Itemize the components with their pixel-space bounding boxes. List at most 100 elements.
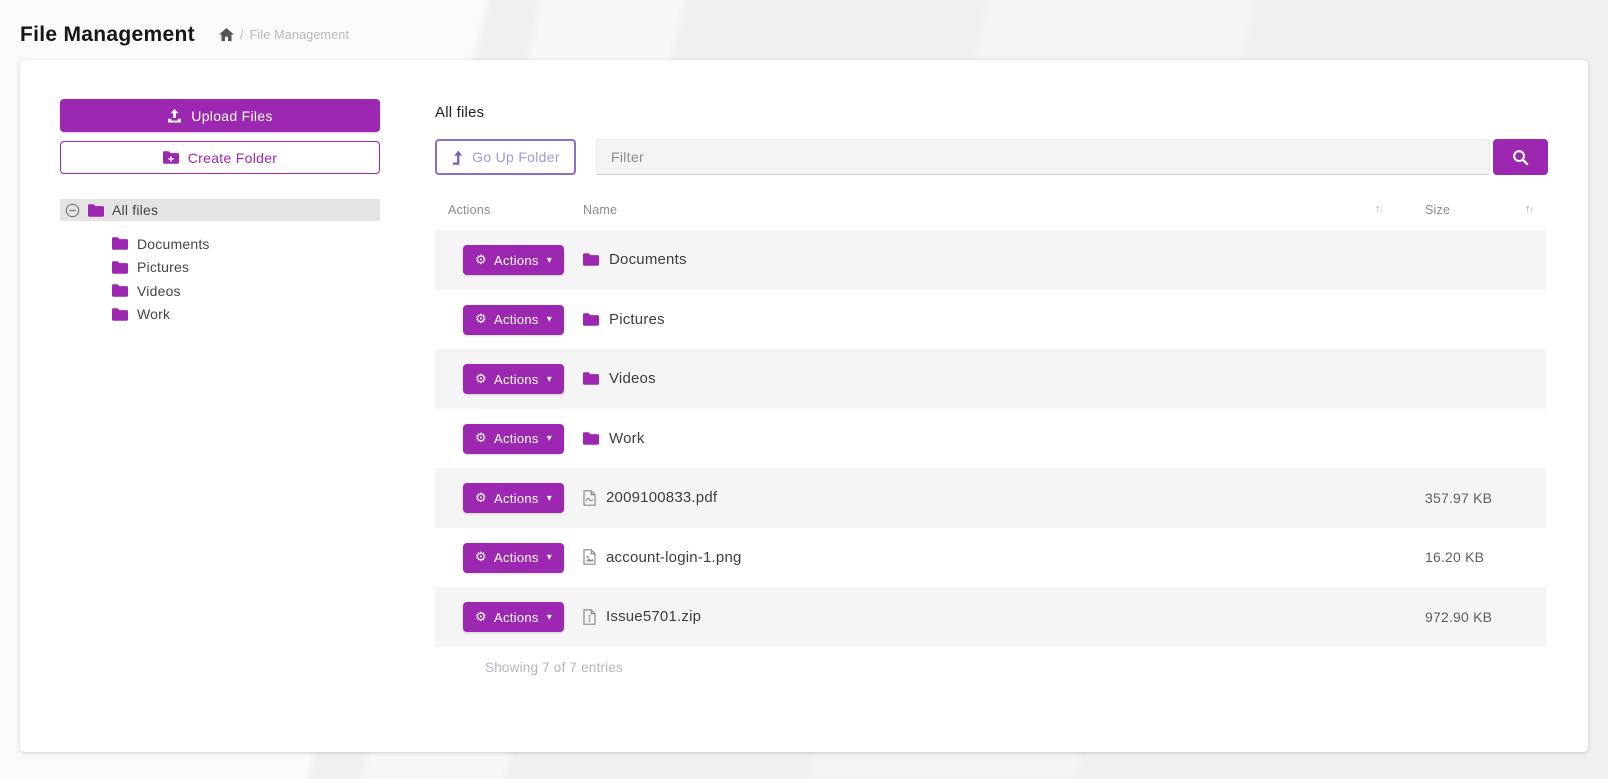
file-manager-card: Upload Files Create Folder All files Doc…	[20, 60, 1588, 752]
row-name-label: Issue5701.zip	[606, 608, 702, 626]
home-icon[interactable]	[218, 28, 234, 42]
create-folder-label: Create Folder	[187, 149, 278, 166]
tree-root-label: All files	[112, 202, 159, 218]
create-folder-button[interactable]: Create Folder	[60, 141, 380, 174]
folder-icon	[583, 432, 599, 445]
row-actions-button[interactable]: ⚙ Actions ▾	[463, 423, 565, 454]
row-name-cell[interactable]: Work	[583, 409, 645, 469]
go-up-folder-label: Go Up Folder	[472, 149, 560, 165]
row-actions-button[interactable]: ⚙ Actions ▾	[463, 483, 565, 513]
row-name-cell[interactable]: 2009100833.pdf	[583, 468, 717, 528]
sort-size-icon[interactable]: ↑↓	[1525, 203, 1534, 215]
collapse-icon[interactable]	[65, 203, 80, 218]
caret-down-icon: ▾	[546, 492, 553, 504]
breadcrumb: / File Management	[218, 28, 350, 42]
main-panel: All files Go Up Folder Actions Name ↑↓ S…	[435, 60, 1548, 752]
go-up-folder-button[interactable]: Go Up Folder	[435, 139, 576, 175]
search-icon	[1512, 149, 1529, 166]
caret-down-icon: ▾	[546, 314, 553, 325]
gear-icon: ⚙	[475, 490, 487, 506]
upload-icon	[167, 108, 182, 123]
filter-input[interactable]	[596, 139, 1490, 175]
tree-item-all-files[interactable]: All files	[60, 199, 380, 221]
row-name-cell[interactable]: account-login-1.png	[583, 528, 742, 588]
tree-item-pictures[interactable]: Pictures	[60, 256, 380, 280]
row-actions-button[interactable]: ⚙ Actions ▾	[463, 245, 565, 275]
sort-name-icon[interactable]: ↑↓	[1375, 203, 1384, 215]
row-name-label: account-login-1.png	[606, 548, 742, 566]
entries-summary: Showing 7 of 7 entries	[485, 660, 623, 675]
table-row: ⚙ Actions ▾ Pictures	[435, 290, 1546, 350]
row-actions-label: Actions	[493, 371, 539, 387]
caret-down-icon: ▾	[546, 373, 553, 385]
gear-icon: ⚙	[475, 431, 487, 446]
table-row: ⚙ Actions ▾ Issue5701.zip 972.90 KB	[435, 587, 1546, 647]
table-row: ⚙ Actions ▾ Documents	[435, 230, 1546, 290]
table-header: Actions Name ↑↓ Size ↑↓	[435, 195, 1546, 229]
folder-icon	[112, 261, 128, 274]
caret-down-icon: ▾	[546, 552, 553, 563]
row-size-cell: 357.97 KB	[1425, 489, 1493, 506]
tree-item-videos[interactable]: Videos	[60, 279, 380, 303]
tree-item-label: Work	[137, 306, 171, 323]
row-actions-label: Actions	[493, 609, 539, 625]
row-name-cell[interactable]: Pictures	[583, 290, 665, 350]
table-rows: ⚙ Actions ▾ Documents ⚙ Actions ▾ Pictures ⚙ Acti…	[435, 230, 1546, 647]
gear-icon: ⚙	[475, 609, 487, 625]
folder-icon	[583, 313, 599, 326]
breadcrumb-separator: /	[239, 28, 244, 42]
row-actions-label: Actions	[493, 252, 539, 268]
file-pdf-icon	[583, 489, 596, 506]
row-name-label: Pictures	[609, 310, 665, 328]
folder-icon	[112, 284, 128, 297]
row-name-cell[interactable]: Documents	[583, 230, 687, 290]
upload-files-button[interactable]: Upload Files	[60, 99, 380, 132]
row-name-label: Videos	[609, 370, 656, 388]
caret-down-icon: ▾	[546, 254, 553, 266]
upload-files-label: Upload Files	[191, 107, 273, 124]
folder-tree: All files Documents Pictures Videos Work	[60, 199, 380, 326]
table-row: ⚙ Actions ▾ Videos	[435, 349, 1546, 409]
row-actions-label: Actions	[493, 431, 539, 446]
caret-down-icon: ▾	[546, 433, 553, 444]
folder-plus-icon	[162, 151, 179, 164]
tree-item-label: Pictures	[137, 259, 190, 276]
table-row: ⚙ Actions ▾ 2009100833.pdf 357.97 KB	[435, 468, 1546, 528]
row-actions-button[interactable]: ⚙ Actions ▾	[463, 602, 565, 632]
column-header-size[interactable]: Size	[1425, 203, 1451, 217]
gear-icon: ⚙	[475, 252, 487, 268]
folder-icon	[583, 372, 599, 385]
row-name-cell[interactable]: Issue5701.zip	[583, 587, 701, 647]
row-actions-label: Actions	[493, 312, 539, 327]
page-title: File Management	[20, 23, 195, 46]
tree-item-documents[interactable]: Documents	[60, 232, 380, 256]
folder-icon	[112, 308, 128, 321]
search-button[interactable]	[1493, 139, 1548, 175]
row-name-label: Work	[609, 429, 645, 447]
row-actions-button[interactable]: ⚙ Actions ▾	[463, 304, 565, 335]
tree-children: Documents Pictures Videos Work	[60, 232, 380, 326]
file-archive-icon	[583, 608, 596, 625]
tree-item-label: Documents	[137, 235, 210, 252]
current-folder-title: All files	[435, 104, 485, 121]
folder-icon	[88, 203, 104, 217]
row-size-cell: 16.20 KB	[1425, 549, 1485, 566]
tree-item-work[interactable]: Work	[60, 303, 380, 327]
folder-icon	[112, 237, 128, 250]
row-name-cell[interactable]: Videos	[583, 349, 656, 409]
left-panel: Upload Files Create Folder All files Doc…	[60, 99, 380, 326]
row-actions-button[interactable]: ⚙ Actions ▾	[463, 542, 565, 573]
row-actions-label: Actions	[493, 490, 539, 506]
row-actions-button[interactable]: ⚙ Actions ▾	[463, 364, 565, 394]
folder-icon	[583, 253, 599, 266]
table-row: ⚙ Actions ▾ account-login-1.png 16.20 KB	[435, 528, 1546, 588]
row-actions-label: Actions	[493, 550, 539, 565]
breadcrumb-current[interactable]: File Management	[249, 28, 350, 42]
column-header-actions: Actions	[448, 203, 491, 217]
column-header-name[interactable]: Name	[583, 203, 618, 217]
file-image-icon	[583, 549, 596, 566]
level-up-icon	[451, 150, 464, 165]
tree-item-label: Videos	[137, 282, 181, 299]
toolbar: Go Up Folder	[435, 139, 1548, 175]
gear-icon: ⚙	[475, 550, 487, 565]
